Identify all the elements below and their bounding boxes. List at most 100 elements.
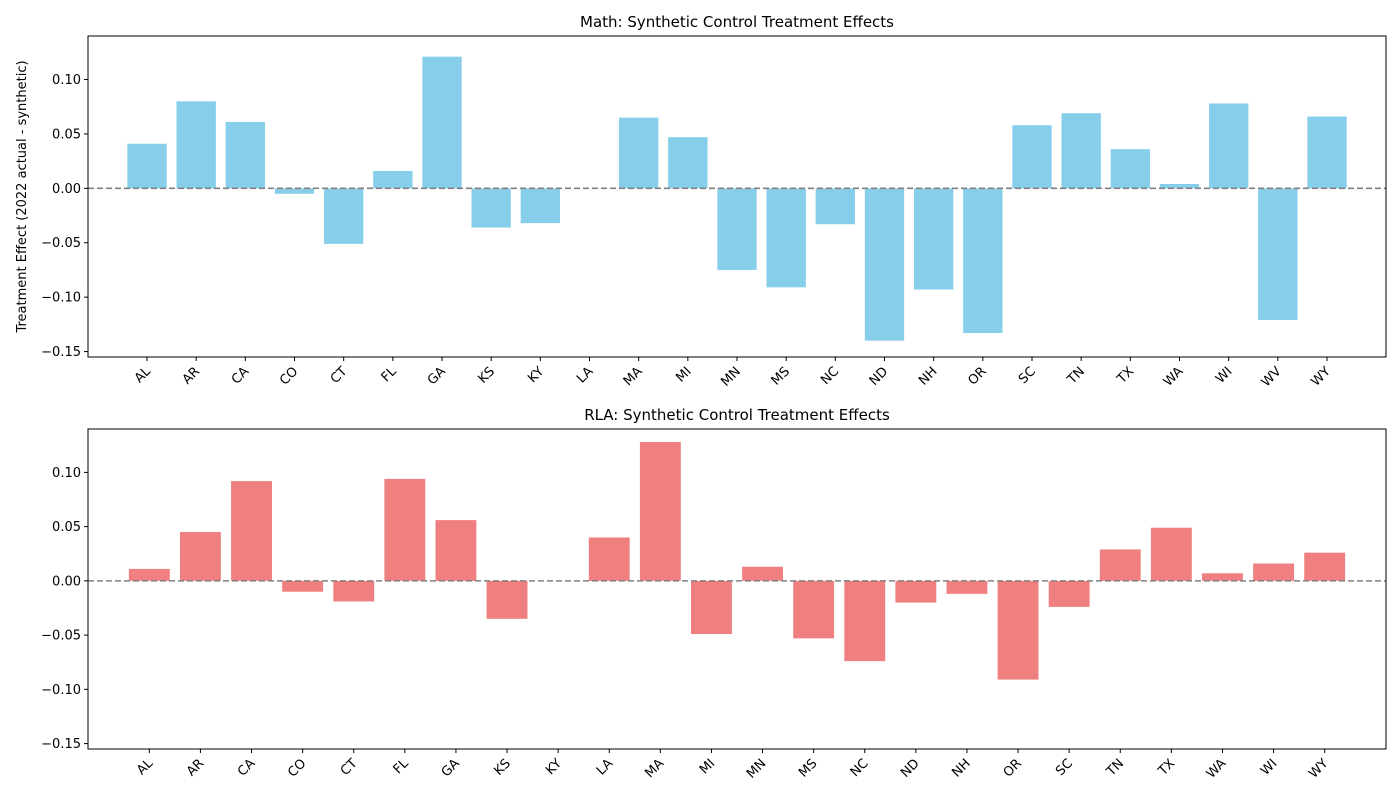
x-tick-label: FL (391, 756, 413, 778)
x-tick-label: WA (1204, 756, 1230, 782)
chart-title: RLA: Synthetic Control Treatment Effects (584, 406, 890, 424)
bar-MN (742, 566, 783, 581)
x-tick-label: WV (1259, 364, 1285, 390)
bar-AL (127, 143, 167, 189)
x-tick-label: KS (491, 756, 513, 778)
x-tick-label: WY (1306, 756, 1331, 781)
x-tick-label: AR (180, 364, 203, 387)
x-tick-label: NH (949, 756, 973, 780)
bar-KY (520, 188, 560, 224)
x-tick-label: KS (476, 364, 498, 386)
x-tick-label: CT (338, 756, 361, 779)
bar-WA (1159, 183, 1200, 189)
chart-panel-1: Math: Synthetic Control Treatment Effect… (15, 13, 1387, 390)
bar-MS (766, 188, 806, 288)
x-tick-label: CA (235, 756, 258, 779)
x-tick-label: NC (848, 756, 872, 780)
x-tick-label: AL (132, 364, 155, 387)
bar-KS (486, 580, 528, 619)
bar-WA (1202, 573, 1243, 581)
bar-MI (691, 580, 732, 635)
x-tick-label: SC (1016, 364, 1039, 387)
bar-GA (435, 520, 477, 581)
y-tick-label: −0.05 (41, 629, 81, 644)
x-tick-label: WI (1258, 756, 1280, 778)
x-tick-label: TX (1155, 756, 1178, 779)
bar-TX (1110, 149, 1150, 189)
bar-ND (864, 188, 905, 341)
bar-AL (128, 568, 170, 581)
x-tick-label: AR (184, 756, 207, 779)
bar-CO (282, 580, 324, 592)
bar-AR (176, 101, 216, 189)
bar-KS (471, 188, 511, 228)
bar-TN (1061, 113, 1101, 189)
y-tick-label: 0.05 (52, 520, 81, 535)
x-tick-label: KY (543, 756, 565, 778)
x-tick-label: ND (898, 756, 923, 781)
bar-CO (274, 188, 315, 194)
x-tick-label: ND (867, 364, 892, 389)
x-tick-label: MI (697, 756, 718, 777)
x-tick-label: WA (1161, 364, 1187, 390)
bar-WI (1253, 563, 1295, 581)
y-tick-label: −0.10 (41, 683, 81, 698)
x-tick-label: WI (1213, 364, 1235, 386)
x-tick-label: GA (439, 756, 463, 780)
bar-CT (333, 580, 375, 602)
bar-MN (717, 188, 757, 270)
x-tick-label: NH (916, 364, 940, 388)
x-tick-label: NC (818, 364, 842, 388)
x-tick-label: MA (621, 364, 646, 389)
bar-ND (895, 580, 937, 603)
y-tick-label: 0.00 (52, 574, 81, 589)
bar-SC (1012, 125, 1052, 189)
y-tick-label: −0.10 (41, 291, 81, 306)
bar-TN (1099, 549, 1141, 581)
y-axis-label: Treatment Effect (2022 actual - syntheti… (15, 60, 30, 333)
bar-MI (668, 137, 708, 189)
y-tick-label: 0.10 (52, 73, 81, 88)
bar-CT (324, 188, 364, 244)
x-tick-label: MI (673, 364, 694, 385)
bar-OR (997, 580, 1039, 680)
x-tick-label: CT (328, 364, 351, 387)
y-tick-label: −0.15 (41, 345, 81, 360)
x-tick-label: MN (718, 364, 743, 389)
x-tick-label: OR (1001, 756, 1025, 780)
y-tick-label: −0.15 (41, 737, 81, 752)
bar-SC (1048, 580, 1090, 607)
x-tick-label: OR (965, 364, 989, 388)
x-tick-label: KY (525, 364, 547, 386)
x-tick-label: TN (1103, 756, 1127, 780)
x-tick-label: WY (1309, 364, 1334, 389)
x-tick-label: AL (134, 756, 157, 779)
bar-TX (1150, 527, 1192, 581)
x-tick-label: TX (1114, 364, 1137, 387)
x-tick-label: MS (769, 364, 793, 388)
bar-GA (422, 56, 462, 189)
bar-WY (1304, 552, 1346, 581)
x-tick-label: MS (796, 756, 820, 780)
bar-CA (231, 481, 272, 581)
x-tick-label: CO (285, 756, 309, 780)
bar-LA (588, 537, 630, 581)
x-tick-label: TN (1064, 364, 1088, 388)
bar-MS (793, 580, 835, 639)
bar-NC (844, 580, 886, 662)
x-tick-label: LA (594, 756, 616, 778)
x-tick-label: FL (379, 364, 401, 386)
x-tick-label: GA (425, 364, 449, 388)
bar-NH (914, 188, 954, 290)
axes-frame (87, 428, 1387, 750)
x-tick-label: MA (642, 756, 667, 781)
bar-FL (384, 478, 426, 581)
bar-MA (619, 117, 659, 189)
x-tick-label: LA (574, 364, 596, 386)
y-tick-label: 0.05 (52, 127, 81, 142)
chart-panel-2: RLA: Synthetic Control Treatment Effects… (41, 406, 1387, 782)
x-tick-label: CA (229, 364, 252, 387)
bar-WI (1209, 103, 1249, 189)
y-tick-label: 0.10 (52, 466, 81, 481)
